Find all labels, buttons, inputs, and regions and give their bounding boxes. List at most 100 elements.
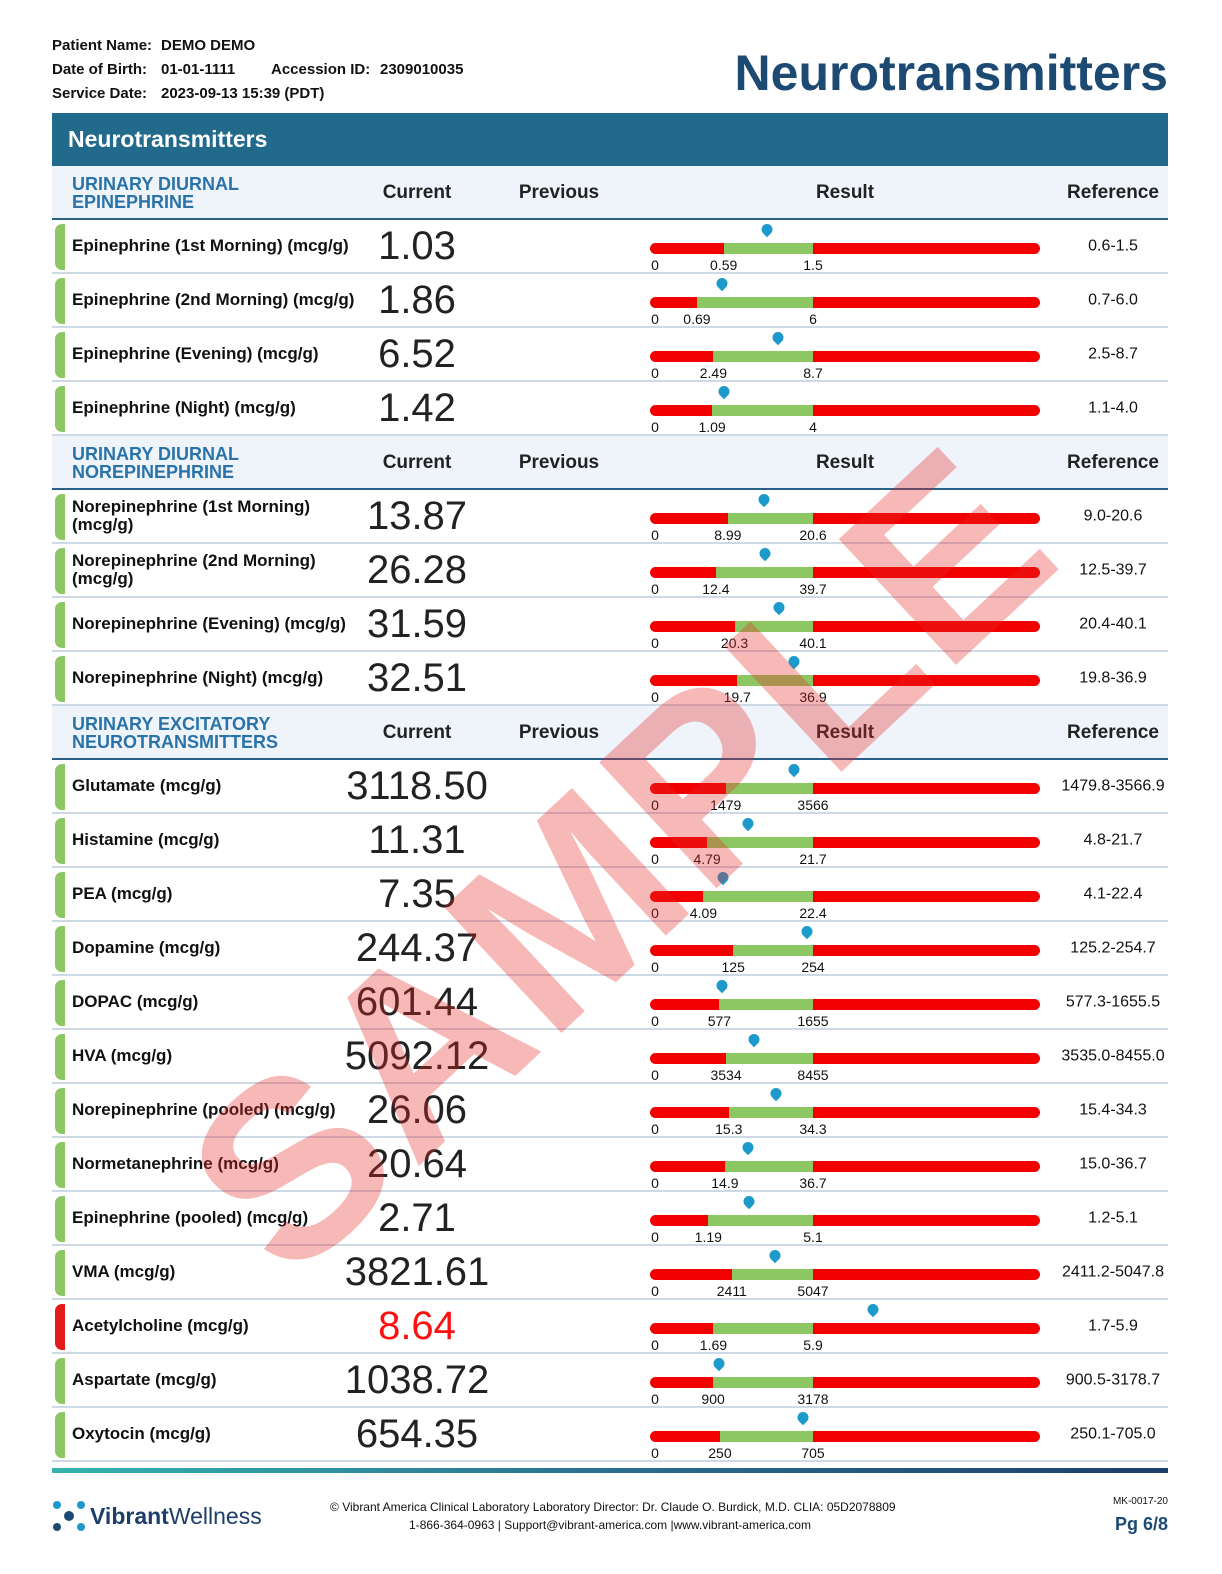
bar-high-zone	[813, 567, 1040, 578]
status-tab	[55, 278, 65, 324]
current-value: 26.28	[366, 548, 468, 592]
result-marker	[770, 329, 786, 346]
column-header: Result	[815, 452, 875, 473]
bar-low-label: 0.59	[710, 257, 738, 273]
test-name: Norepinephrine (Evening) (mcg/g)	[72, 614, 346, 633]
bar-start-label: 0	[651, 1013, 659, 1029]
bar-low-label: 1.69	[699, 1337, 728, 1353]
footer-text: 1-866-364-0963 | Support@vibrant-america…	[409, 1518, 811, 1532]
bar-high-zone	[813, 621, 1040, 632]
bar-high-label: 21.7	[799, 851, 827, 867]
result-row: Epinephrine (Night) (mcg/g) 1.42 1.1-4.0 0 1…	[52, 382, 1168, 436]
bar-start-label: 0	[651, 905, 659, 921]
bar-normal-zone	[707, 837, 813, 848]
result-row: Norepinephrine (pooled) (mcg/g) 26.06 15.4…	[52, 1084, 1168, 1138]
bar-normal-zone	[737, 675, 813, 686]
bar-high-label: 8.7	[803, 365, 823, 381]
current-value: 32.51	[366, 656, 468, 700]
status-tab	[55, 872, 65, 918]
status-tab	[55, 1034, 65, 1080]
result-marker	[757, 545, 774, 562]
page-title: Neurotransmitters	[734, 45, 1168, 101]
bar-low-label: 19.7	[723, 689, 751, 705]
bar-start-label: 0	[651, 635, 659, 651]
bar-normal-zone	[731, 1269, 813, 1280]
bar-low-label: 2.49	[699, 365, 727, 381]
bar-low-zone	[650, 621, 735, 632]
current-value: 601.44	[355, 980, 479, 1024]
bar-start-label: 0	[651, 1175, 659, 1191]
bar-normal-zone	[713, 351, 813, 362]
reference: 12.5-39.7	[1079, 561, 1147, 579]
reference: 3535.0-8455.0	[1061, 1047, 1165, 1065]
value: DEMO DEMO	[161, 37, 256, 54]
result-marker	[771, 599, 788, 616]
bar-high-zone	[813, 675, 1040, 686]
reference: 4.1-22.4	[1083, 885, 1143, 903]
result-row: Norepinephrine (2nd Morning) (mcg/g) 26.2…	[52, 544, 1168, 598]
bar-low-label: 20.3	[720, 635, 749, 651]
bar-start-label: 0	[651, 959, 659, 975]
current-value: 2.71	[378, 1196, 456, 1240]
bar-normal-zone	[713, 1377, 813, 1388]
result-marker	[865, 1301, 882, 1318]
status-tab	[55, 926, 65, 972]
status-tab	[55, 980, 65, 1026]
bar-low-zone	[650, 1107, 729, 1118]
current-value: 31.59	[366, 602, 468, 646]
value: 2309010035	[380, 61, 464, 78]
bar-high-label: 5047	[797, 1283, 829, 1299]
bar-high-label: 8455	[797, 1067, 829, 1083]
status-tab	[55, 332, 65, 378]
test-name: Normetanephrine (mcg/g)	[72, 1154, 279, 1173]
bar-low-label: 0.69	[683, 311, 711, 327]
bar-low-zone	[650, 297, 697, 308]
doc-code: MK-0017-20	[1112, 1496, 1168, 1507]
bar-low-label: 12.4	[702, 581, 730, 597]
bar-low-zone	[650, 405, 713, 416]
bar-high-label: 4	[809, 419, 817, 435]
status-tab	[55, 1250, 65, 1296]
bar-high-label: 22.4	[799, 905, 827, 921]
bar-high-label: 36.9	[799, 689, 827, 705]
bar-high-zone	[813, 351, 1040, 362]
bar-normal-zone	[703, 891, 813, 902]
bar-start-label: 0	[651, 1283, 659, 1299]
current-value: 26.06	[366, 1088, 468, 1132]
bar-normal-zone	[712, 405, 813, 416]
reference: 577.3-1655.5	[1065, 993, 1161, 1011]
current-value: 3821.61	[344, 1250, 490, 1294]
logo-light: Wellness	[168, 1503, 262, 1529]
bar-high-label: 3566	[797, 797, 829, 813]
bar-low-label: 14.9	[711, 1175, 739, 1191]
column-header: Result	[815, 182, 875, 203]
status-tab	[55, 1196, 65, 1242]
column-header: Previous	[518, 182, 600, 203]
bar-start-label: 0	[651, 581, 659, 597]
bar-low-zone	[650, 999, 720, 1010]
current-value: 5092.12	[344, 1034, 490, 1078]
bar-low-label: 1479	[710, 797, 742, 813]
bar-low-zone	[650, 837, 708, 848]
reference: 0.7-6.0	[1088, 291, 1138, 309]
footer-rule	[52, 1468, 1168, 1473]
status-tab	[55, 656, 65, 702]
result-marker	[740, 815, 756, 832]
result-row: Epinephrine (Evening) (mcg/g) 6.52 2.5-8.7…	[52, 328, 1168, 382]
bar-normal-zone	[719, 1431, 813, 1442]
current-value: 1.42	[378, 386, 456, 430]
section-title: URINARY DIURNAL NOREPINEPHRINE	[72, 444, 239, 482]
bar-start-label: 0	[651, 1067, 659, 1083]
bar-normal-zone	[723, 243, 813, 254]
test-name: VMA (mcg/g)	[72, 1262, 176, 1281]
result-marker	[767, 1247, 784, 1264]
status-tab	[55, 1088, 65, 1134]
column-header: Reference	[1067, 452, 1159, 473]
status-tab	[55, 818, 65, 864]
bar-low-label: 8.99	[714, 527, 742, 543]
result-row: Acetylcholine (mcg/g) 8.64 1.7-5.9 0 1.69 5.9	[52, 1300, 1168, 1354]
bar-low-zone	[650, 351, 714, 362]
column-header: Reference	[1067, 722, 1159, 743]
result-row: Oxytocin (mcg/g) 654.35 250.1-705.0 0 250 705	[52, 1408, 1168, 1462]
